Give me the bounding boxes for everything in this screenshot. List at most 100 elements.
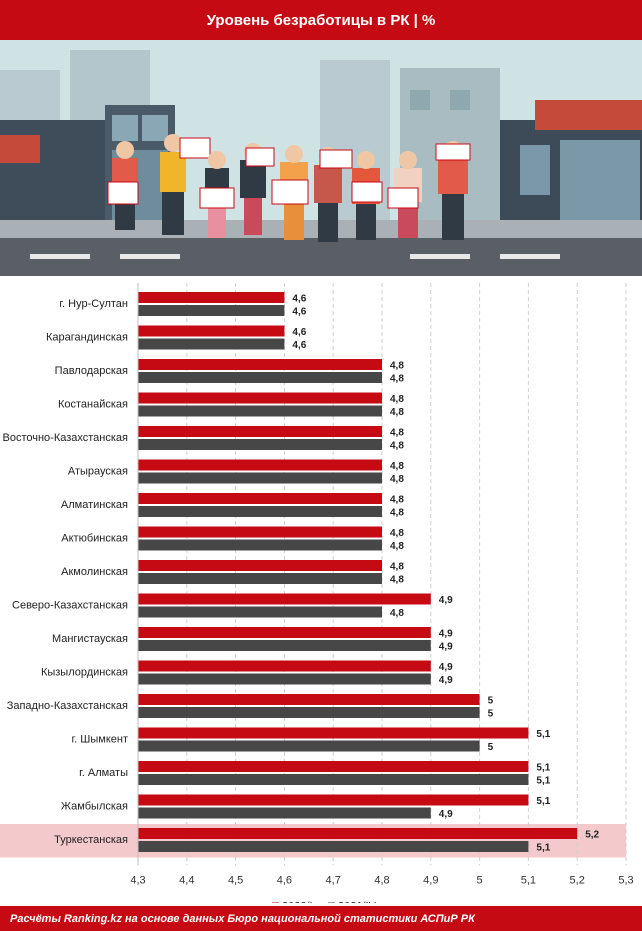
category-label: Актюбинская (61, 533, 128, 545)
bar-2022-i (138, 694, 480, 705)
value-label: 4,8 (390, 407, 404, 418)
category-label: Западно-Казахстанская (7, 700, 128, 712)
bar-2021-iv (138, 841, 529, 852)
category-label: Мангистауская (52, 633, 128, 645)
value-label: 4,6 (292, 340, 306, 351)
bar-2022-i (138, 660, 431, 672)
bar-2022-i (138, 593, 431, 605)
value-label: 4,8 (390, 528, 404, 539)
value-label: 4,8 (390, 374, 404, 385)
bar-2022-i (138, 727, 529, 739)
value-label: 5,1 (536, 796, 550, 807)
x-tick-label: 4,7 (326, 875, 341, 887)
category-label: Туркестанская (54, 834, 128, 846)
value-label: 5,1 (536, 843, 550, 854)
x-tick-label: 4,8 (374, 875, 389, 887)
bar-2021-iv (138, 539, 382, 551)
value-label: 5 (488, 742, 494, 753)
value-label: 4,8 (390, 361, 404, 372)
value-label: 5 (488, 709, 494, 720)
bar-2022-i (138, 292, 285, 303)
bar-2021-iv (138, 472, 382, 484)
bar-2021-iv (138, 774, 529, 785)
x-tick-label: 4,3 (130, 875, 145, 887)
bar-2022-i (138, 560, 382, 571)
bar-2021-iv (138, 707, 480, 718)
value-label: 5,2 (585, 830, 599, 841)
bar-2022-i (138, 794, 529, 806)
value-label: 4,8 (390, 575, 404, 586)
category-label: Кызылординская (41, 667, 128, 679)
value-label: 4,8 (390, 394, 404, 405)
value-label: 4,9 (439, 629, 453, 640)
value-label: 4,6 (292, 307, 306, 318)
category-label: Алматинская (61, 499, 128, 511)
bar-2022-i (138, 526, 382, 538)
chart-title: Уровень безработицы в РК | % (206, 11, 436, 29)
protesters (107, 134, 471, 242)
category-label: Атырауская (68, 466, 128, 478)
value-label: 5 (488, 696, 494, 707)
bar-2021-iv (138, 573, 382, 584)
bar-2022-i (138, 426, 382, 437)
category-label: Костанайская (58, 399, 128, 411)
source-note: Расчёты Ranking.kz на основе данных Бюро… (10, 912, 475, 925)
value-label: 4,8 (390, 474, 404, 485)
x-tick-label: 4,4 (179, 875, 194, 887)
bar-2021-iv (138, 740, 480, 752)
category-label: Акмолинская (61, 566, 128, 578)
bar-2022-i (138, 392, 382, 404)
value-label: 4,9 (439, 642, 453, 653)
legend-swatch (272, 902, 279, 903)
chart-title-bar: Уровень безработицы в РК | % (0, 0, 642, 40)
value-label: 5,1 (536, 776, 550, 787)
bar-2021-iv (138, 506, 382, 517)
unemployment-illustration (0, 40, 642, 276)
value-label: 4,6 (292, 327, 306, 338)
category-label: г. Нур-Султан (59, 298, 128, 310)
value-label: 4,8 (390, 541, 404, 552)
bar-2022-i (138, 828, 578, 839)
value-label: 5,1 (536, 729, 550, 740)
category-label: Жамбылская (61, 801, 128, 813)
value-label: 4,8 (390, 428, 404, 439)
category-label: Павлодарская (55, 365, 128, 377)
value-label: 4,6 (292, 294, 306, 305)
category-label: Северо-Казахстанская (12, 600, 128, 612)
x-tick-label: 5,1 (521, 875, 536, 887)
bar-2022-i (138, 459, 382, 471)
bar-2022-i (138, 325, 285, 337)
legend-swatch (328, 902, 335, 903)
value-label: 4,9 (439, 662, 453, 673)
bar-2021-iv (138, 640, 431, 651)
value-label: 4,9 (439, 809, 453, 820)
source-note-bar: Расчёты Ranking.kz на основе данных Бюро… (0, 906, 642, 931)
x-tick-label: 4,6 (277, 875, 292, 887)
value-label: 4,8 (390, 562, 404, 573)
value-label: 4,8 (390, 461, 404, 472)
x-tick-label: 4,9 (423, 875, 438, 887)
x-tick-label: 5,3 (618, 875, 633, 887)
legend-label: 2022/I (282, 901, 313, 904)
bar-2021-iv (138, 606, 382, 618)
value-label: 4,8 (390, 608, 404, 619)
bar-2021-iv (138, 439, 382, 450)
bar-2021-iv (138, 405, 382, 417)
value-label: 4,8 (390, 508, 404, 519)
category-label: Восточно-Казахстанская (2, 432, 128, 444)
category-label: г. Алматы (79, 767, 128, 779)
x-tick-label: 5 (477, 875, 483, 887)
bar-2021-iv (138, 673, 431, 685)
category-label: Карагандинская (46, 332, 128, 344)
value-label: 4,9 (439, 595, 453, 606)
bar-2021-iv (138, 807, 431, 819)
value-label: 4,8 (390, 495, 404, 506)
bar-2022-i (138, 493, 382, 504)
value-label: 5,1 (536, 763, 550, 774)
unemployment-bar-chart: г. Нур-Султан 4,6 4,6 Карагандинская 4,6 4,6 П… (0, 283, 634, 904)
bar-2021-iv (138, 338, 285, 350)
value-label: 4,9 (439, 675, 453, 686)
category-label: г. Шымкент (72, 734, 129, 746)
bar-2022-i (138, 761, 529, 772)
x-tick-label: 4,5 (228, 875, 243, 887)
